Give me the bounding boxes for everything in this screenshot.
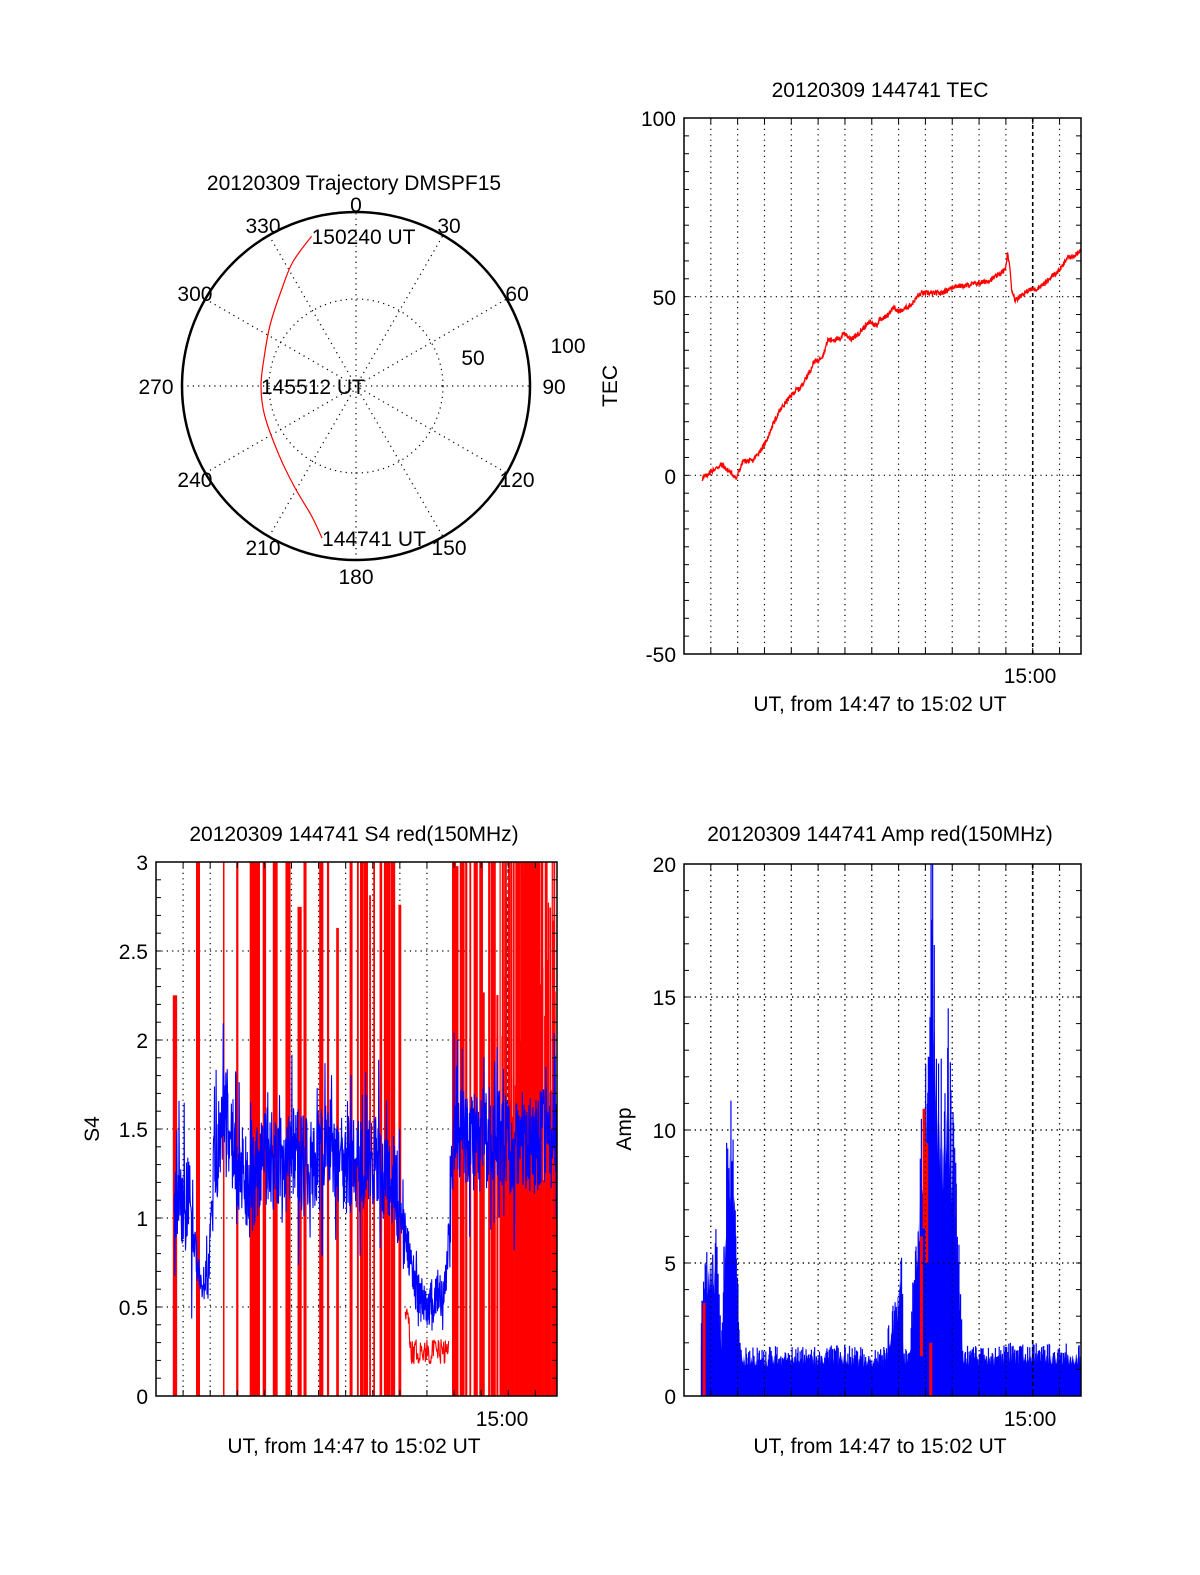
amp-ytick-5: 5 <box>664 1253 676 1276</box>
s4-ytick-2: 2 <box>136 1030 148 1053</box>
s4-xlabel: UT, from 14:47 to 15:02 UT <box>227 1435 480 1458</box>
tec-axes-frame <box>683 117 1082 655</box>
s4-red-spike <box>251 862 256 1396</box>
tec-plot: 20120309 144741 TEC 100 50 0 -50 15:00 U… <box>599 79 1082 716</box>
polar-grid-spoke <box>268 235 444 537</box>
s4-tick-marks <box>156 862 557 1396</box>
s4-red-spike <box>387 862 391 1396</box>
s4-red-spike <box>379 862 383 1396</box>
amp-ytick-20: 20 <box>653 854 676 877</box>
polar-outer-circle <box>180 210 532 562</box>
s4-ytick-2-5: 2.5 <box>119 941 148 964</box>
amp-title: 20120309 144741 Amp red(150MHz) <box>707 823 1053 846</box>
polar-grid <box>182 212 530 560</box>
s4-red-spike <box>303 862 307 1396</box>
amp-xlabel: UT, from 14:47 to 15:02 UT <box>753 1435 1006 1458</box>
s4-ytick-0: 0 <box>136 1386 148 1409</box>
azimuth-label-330: 330 <box>245 215 280 238</box>
amp-red-bar <box>929 1342 933 1396</box>
azimuth-label-270: 270 <box>138 376 173 399</box>
s4-ytick-0-5: 0.5 <box>119 1297 148 1320</box>
azimuth-label-30: 30 <box>437 215 460 238</box>
azimuth-label-60: 60 <box>505 283 528 306</box>
azimuth-label-150: 150 <box>431 537 466 560</box>
s4-red-spike <box>482 992 485 1396</box>
tec-ytick-neg50: -50 <box>646 644 676 667</box>
tec-title: 20120309 144741 TEC <box>772 79 989 102</box>
amp-plot: 20120309 144741 Amp red(150MHz) 20 15 10… <box>613 823 1082 1458</box>
annotation-mid-time: 145512 UT <box>261 376 365 399</box>
s4-red-spike <box>390 862 396 1396</box>
amp-red-series <box>702 1108 933 1396</box>
azimuth-label-180: 180 <box>338 566 373 589</box>
s4-blue-series-line <box>173 1023 557 1331</box>
amp-tick-marks <box>684 864 1081 1396</box>
amp-blue-area <box>700 927 1081 1396</box>
tec-grid <box>684 118 1081 654</box>
s4-red-spike <box>496 995 499 1396</box>
s4-plot: 20120309 144741 S4 red(150MHz) 3 2.5 2 1… <box>81 823 558 1458</box>
s4-ytick-3: 3 <box>136 852 148 875</box>
s4-ylabel: S4 <box>81 1116 104 1142</box>
s4-red-spike <box>236 862 239 1396</box>
radial-label-100: 100 <box>550 335 585 358</box>
s4-ytick-1: 1 <box>136 1208 148 1231</box>
amp-ylabel: Amp <box>613 1107 636 1150</box>
amp-blue-series <box>700 864 1081 1396</box>
polar-trajectory-plot: 20120309 Trajectory DMSPF15 0 30 60 90 1… <box>138 172 585 589</box>
s4-red-low-line <box>404 1308 450 1364</box>
s4-ytick-1-5: 1.5 <box>119 1119 148 1142</box>
s4-title: 20120309 144741 S4 red(150MHz) <box>189 823 518 846</box>
amp-red-bar <box>922 1108 926 1229</box>
s4-red-spike <box>369 895 371 1396</box>
polar-grid-circle-50 <box>268 298 444 474</box>
tec-ylabel: TEC <box>599 365 622 407</box>
annotation-end-time: 150240 UT <box>312 226 416 249</box>
amp-red-bar <box>919 1236 923 1357</box>
azimuth-label-210: 210 <box>245 537 280 560</box>
azimuth-label-0: 0 <box>350 194 362 217</box>
polar-title: 20120309 Trajectory DMSPF15 <box>207 172 501 195</box>
polar-azimuth-labels: 0 30 60 90 120 150 180 210 240 270 300 3… <box>138 194 585 589</box>
amp-ytick-0: 0 <box>664 1386 676 1409</box>
tec-xlabel: UT, from 14:47 to 15:02 UT <box>753 693 1006 716</box>
tec-xtick-1500: 15:00 <box>1004 665 1057 688</box>
azimuth-label-300: 300 <box>177 283 212 306</box>
amp-xtick-1500: 15:00 <box>1004 1408 1057 1431</box>
amp-red-bar <box>702 1302 706 1396</box>
tec-ytick-100: 100 <box>641 108 676 131</box>
amp-ytick-15: 15 <box>653 987 676 1010</box>
tec-ytick-50: 50 <box>653 287 676 310</box>
annotation-start-time: 144741 UT <box>322 528 426 551</box>
azimuth-label-240: 240 <box>177 469 212 492</box>
azimuth-label-90: 90 <box>542 376 565 399</box>
s4-xtick-1500: 15:00 <box>476 1408 529 1431</box>
s4-red-spike <box>195 862 201 1396</box>
tec-series-line <box>701 248 1082 482</box>
amp-grid-overlay <box>684 864 1081 1396</box>
tec-ytick-0: 0 <box>664 466 676 489</box>
azimuth-label-120: 120 <box>500 469 535 492</box>
tec-tick-marks <box>684 118 1081 654</box>
amp-red-bar <box>925 1143 929 1263</box>
radial-label-50: 50 <box>461 347 484 370</box>
trajectory-line <box>260 235 323 539</box>
amp-ytick-10: 10 <box>653 1120 676 1143</box>
